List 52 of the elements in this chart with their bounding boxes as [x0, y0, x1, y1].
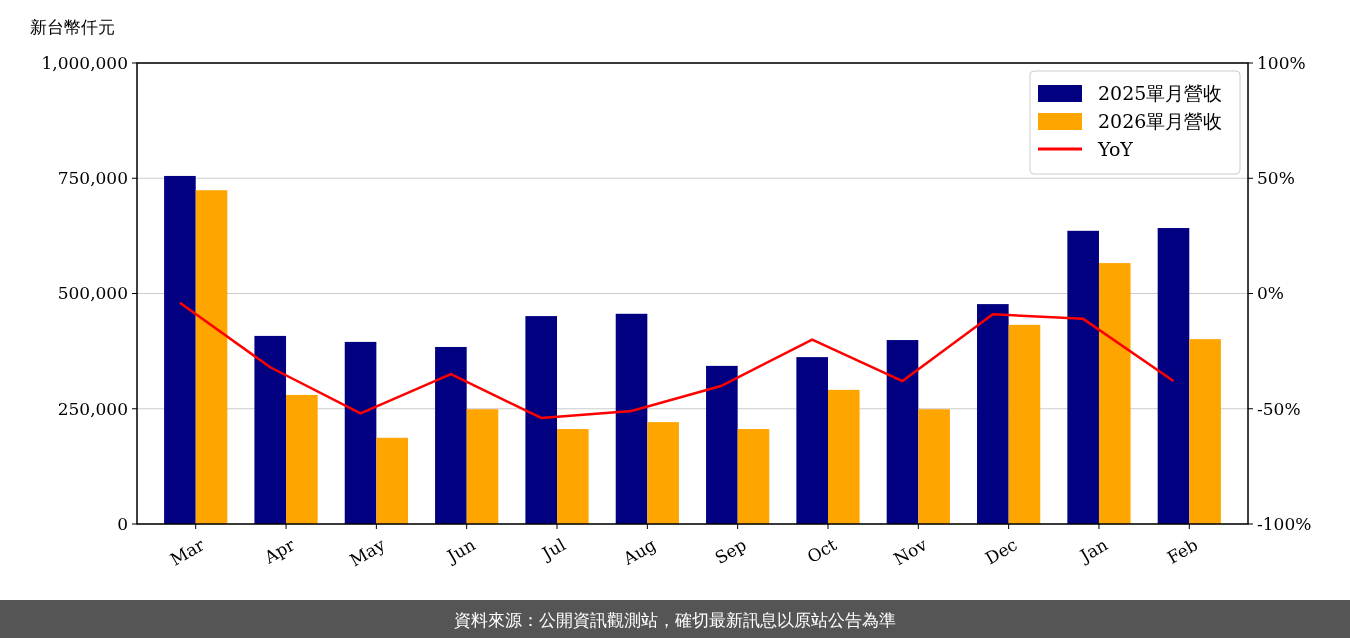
x-tick-label: Jul — [537, 534, 569, 565]
bar — [1189, 339, 1221, 524]
line-series — [178, 301, 1175, 420]
y2-tick-label: 100% — [1257, 52, 1306, 73]
x-tick-label: Nov — [890, 534, 931, 570]
bar — [286, 394, 318, 524]
bar — [706, 365, 738, 524]
x-tick-label: Sep — [711, 534, 750, 569]
bar — [1008, 324, 1041, 524]
bar — [195, 190, 228, 524]
bar — [977, 304, 1009, 524]
x-tick-label: Jun — [442, 534, 479, 568]
x-tick-label: Aug — [618, 534, 660, 570]
bar — [615, 313, 648, 524]
y-tick-label: 500,000 — [57, 283, 128, 304]
y-tick-label: 750,000 — [57, 168, 128, 189]
bar — [254, 335, 287, 524]
x-tick-label: Jan — [1075, 534, 1111, 567]
y2-tick-label: 0% — [1257, 283, 1284, 304]
y2-tick-label: -100% — [1257, 513, 1312, 534]
y-axis-title: 新台幣仟元 — [30, 17, 115, 37]
x-tick-label: May — [346, 534, 389, 571]
bar — [376, 437, 408, 524]
bar — [737, 429, 770, 524]
bar — [557, 429, 589, 524]
y-tick-label: 250,000 — [57, 398, 128, 419]
y-tick-label: 0 — [117, 513, 128, 534]
y-tick-label: 1,000,000 — [41, 52, 128, 73]
bar — [435, 346, 467, 524]
x-tick-label: Dec — [981, 534, 1021, 569]
bar — [827, 389, 860, 524]
x-tick-label: Oct — [803, 534, 841, 567]
x-tick-label: Mar — [166, 534, 209, 570]
bar — [796, 357, 828, 524]
x-tick-label: Feb — [1163, 534, 1202, 568]
legend-label: 2025單月營收 — [1098, 81, 1223, 104]
bar — [466, 409, 499, 524]
bar — [647, 422, 679, 524]
y2-tick-label: -50% — [1257, 398, 1301, 419]
legend-label: YoY — [1097, 137, 1134, 160]
x-tick-label: Apr — [260, 534, 299, 568]
bar — [344, 341, 377, 524]
bar — [886, 340, 919, 524]
bar — [918, 409, 950, 524]
source-note: 資料來源：公開資訊觀測站，確切最新訊息以原站公告為準 — [454, 609, 896, 630]
bar — [1157, 228, 1190, 524]
y2-tick-label: 50% — [1257, 168, 1295, 189]
legend-label: 2026單月營收 — [1098, 109, 1223, 132]
bar — [1098, 263, 1131, 524]
bar — [164, 175, 196, 524]
bar — [525, 316, 558, 524]
bar — [1067, 230, 1099, 524]
